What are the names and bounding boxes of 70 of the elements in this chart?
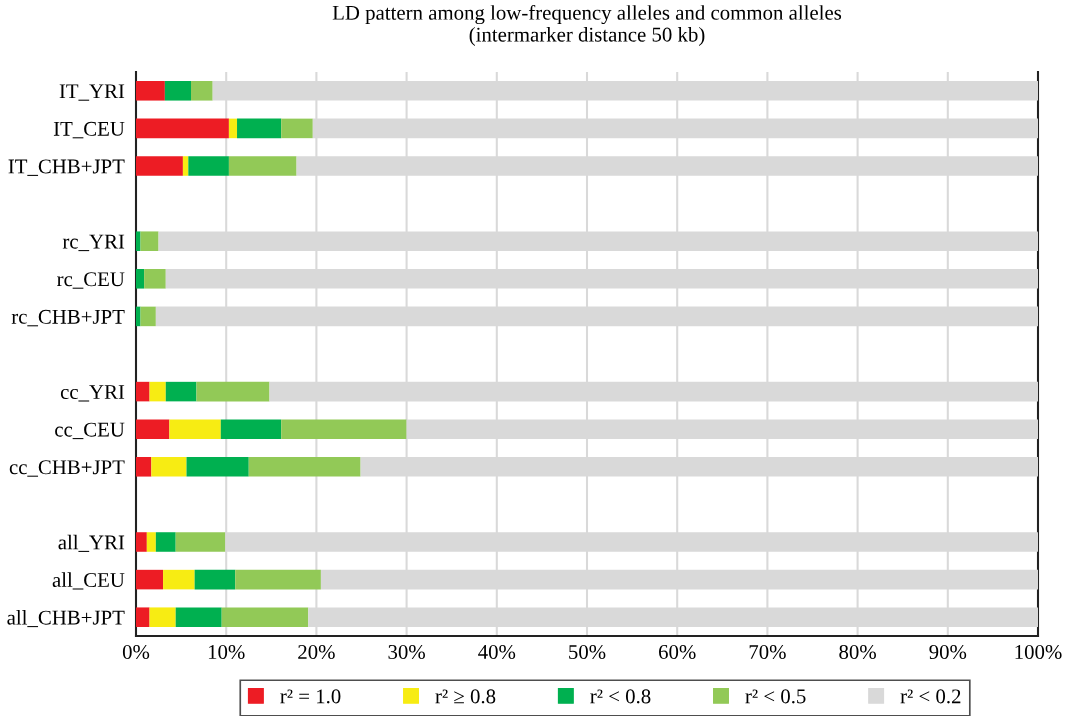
bar (175, 532, 226, 552)
legend-label: r² = 1.0 (280, 689, 341, 704)
x-tick-label: 50% (569, 644, 606, 660)
x-tick-label: 0% (122, 644, 150, 660)
bar (136, 607, 150, 627)
y-tick-label: all_YRI (58, 534, 125, 552)
y-tick-label: IT_YRI (59, 84, 125, 101)
y-tick-label: rc_YRI (62, 234, 125, 252)
y-tick-label: cc_CHB+JPT (9, 460, 125, 477)
bar (136, 118, 229, 139)
bar (188, 156, 229, 176)
bar (136, 419, 170, 439)
y-tick-label: all_CHB+JPT (7, 609, 125, 628)
y-tick-label: IT_CHB+JPT (8, 159, 125, 176)
bar (155, 532, 176, 552)
x-tick-label: 30% (388, 644, 425, 660)
x-tick-label: 80% (839, 644, 876, 660)
x-tick-label: 40% (478, 644, 516, 660)
bar (281, 419, 407, 439)
legend-label: r² < 0.5 (745, 689, 806, 704)
bar (169, 419, 221, 439)
bar (221, 607, 309, 627)
bar (164, 81, 192, 101)
bar (191, 81, 213, 101)
bar (151, 457, 187, 477)
bar (136, 381, 150, 402)
bar (194, 569, 236, 590)
bar (146, 532, 156, 552)
x-tick-label: 100% (1015, 644, 1062, 660)
chart-title: LD pattern among low-frequency alleles and common alleles (intermarker distance 50 kb) (332, 4, 842, 46)
bar (136, 81, 165, 101)
legend-label: r² ≥ 0.8 (435, 689, 496, 704)
y-tick-label: all_CEU (52, 572, 125, 590)
bar (136, 156, 183, 176)
x-tick-label: 10% (208, 644, 245, 660)
y-tick-label: IT_CEU (53, 121, 125, 139)
bar (196, 381, 270, 402)
bar (163, 569, 195, 590)
bar (220, 419, 282, 439)
legend-label: r² < 0.8 (590, 689, 651, 704)
legend-label: r² < 0.2 (900, 689, 961, 704)
bar (237, 118, 282, 139)
bar (165, 381, 197, 402)
bar (140, 231, 159, 251)
y-tick-label: cc_YRI (60, 385, 125, 402)
bar (140, 306, 156, 327)
bar (175, 607, 222, 627)
bar (228, 118, 238, 139)
bar (149, 607, 176, 627)
bar (136, 306, 141, 327)
bar (186, 457, 249, 477)
bar (136, 532, 147, 552)
x-tick-label: 70% (749, 644, 786, 660)
bar (144, 269, 166, 289)
y-tick-label: cc_CEU (55, 422, 125, 440)
x-tick-label: 20% (298, 644, 335, 660)
bar (235, 569, 321, 590)
bar (182, 156, 189, 176)
y-tick-label: rc_CHB+JPT (11, 309, 125, 327)
y-tick-label: rc_CEU (57, 272, 125, 289)
bar (281, 118, 313, 139)
bar (149, 381, 166, 402)
x-tick-label: 60% (659, 644, 696, 660)
bar (248, 457, 361, 477)
bar (136, 231, 141, 251)
bar (136, 269, 145, 289)
bar (136, 569, 164, 590)
bar (136, 457, 152, 477)
bar (228, 156, 297, 176)
x-tick-label: 90% (929, 644, 967, 660)
